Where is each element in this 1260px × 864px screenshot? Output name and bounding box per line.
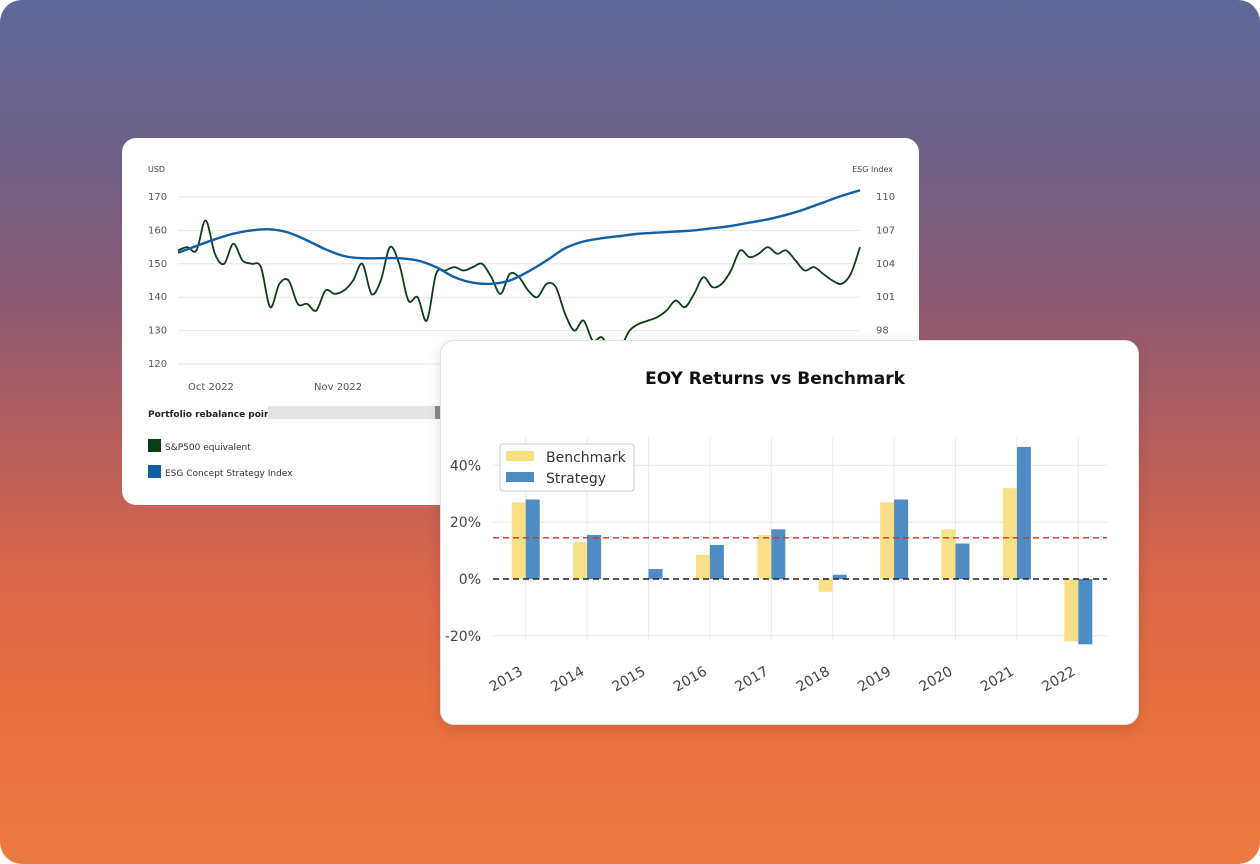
right-tick-label: 98: [876, 326, 889, 337]
left-tick-label: 150: [148, 259, 167, 270]
left-tick-label: 130: [148, 326, 167, 337]
right-tick-label: 104: [876, 259, 895, 270]
bar-strategy-2018: [832, 574, 847, 579]
right-tick-label: 110: [876, 192, 895, 203]
x-tick-label: 2022: [1039, 664, 1078, 696]
left-tick-label: 120: [148, 359, 167, 370]
x-tick-label: 2020: [917, 664, 956, 696]
x-tick-label: Oct 2022: [188, 382, 234, 393]
right-tick-label: 107: [876, 225, 895, 236]
bar-chart: EOY Returns vs Benchmark 40% 20% 0% -20% 20…: [445, 369, 1107, 696]
bar-strategy-2013: [525, 499, 540, 579]
bar-chart-card: EOY Returns vs Benchmark 40% 20% 0% -20% 20…: [440, 340, 1139, 725]
bar-strategy-2017: [771, 529, 786, 579]
legend-swatch-esg: [148, 465, 161, 478]
x-tick-label: 2015: [610, 664, 649, 696]
legend-label-benchmark: Benchmark: [546, 450, 627, 466]
rebalance-track[interactable]: [268, 406, 448, 419]
legend-swatch-strategy: [506, 472, 534, 482]
right-axis-title: ESG Index: [852, 165, 893, 174]
rebalance-label: Portfolio rebalance points: [148, 410, 280, 420]
rebalance-handle[interactable]: [435, 406, 440, 419]
bar-benchmark-2016: [695, 554, 710, 579]
y-tick-label: 0%: [459, 572, 481, 588]
bar-strategy-2014: [587, 534, 602, 579]
left-tick-label: 170: [148, 192, 167, 203]
x-tick-label: 2019: [855, 664, 894, 696]
bar-strategy-2022: [1078, 579, 1093, 645]
bar-chart-title: EOY Returns vs Benchmark: [645, 369, 906, 389]
bar-benchmark-2022: [1064, 579, 1079, 642]
bar-strategy-2021: [1016, 446, 1031, 579]
y-tick-label: 20%: [450, 515, 481, 531]
left-tick-label: 160: [148, 225, 167, 236]
bar-strategy-2019: [894, 499, 909, 579]
right-tick-label: 101: [876, 292, 895, 303]
bar-benchmark-2017: [757, 534, 772, 579]
bar-benchmark-2014: [573, 542, 588, 579]
y-tick-label: -20%: [445, 629, 481, 645]
bar-benchmark-2019: [880, 502, 895, 579]
legend-swatch-sp500: [148, 439, 161, 452]
left-axis-title: USD: [148, 165, 165, 174]
x-tick-label: 2018: [794, 664, 833, 696]
bar-benchmark-2020: [941, 529, 956, 579]
bar-strategy-2016: [709, 544, 724, 579]
y-tick-label: 40%: [450, 458, 481, 474]
legend-label-strategy: Strategy: [546, 471, 606, 487]
legend-label-esg: ESG Concept Strategy Index: [165, 469, 293, 479]
bar-benchmark-2018: [818, 579, 833, 592]
left-tick-label: 140: [148, 292, 167, 303]
x-tick-label: Nov 2022: [314, 382, 362, 393]
x-tick-label: 2014: [548, 664, 587, 696]
bar-benchmark-2021: [1002, 488, 1017, 579]
line-chart: USD ESG Index 120 130 140 150 160 170 98 101 10…: [148, 165, 895, 479]
legend-swatch-benchmark: [506, 451, 534, 461]
legend-label-sp500: S&P500 equivalent: [165, 443, 251, 453]
bar-legend: Benchmark Strategy: [499, 443, 635, 492]
series-line-sp500: [177, 219, 861, 353]
x-tick-label: 2013: [487, 664, 526, 696]
bar-strategy-2020: [955, 543, 970, 579]
x-tick-label: 2016: [671, 664, 710, 696]
series-line-esg: [177, 189, 861, 286]
bar-benchmark-2013: [511, 502, 526, 579]
x-tick-label: 2017: [732, 664, 771, 696]
x-tick-label: 2021: [978, 664, 1017, 696]
bar-strategy-2015: [648, 569, 663, 579]
